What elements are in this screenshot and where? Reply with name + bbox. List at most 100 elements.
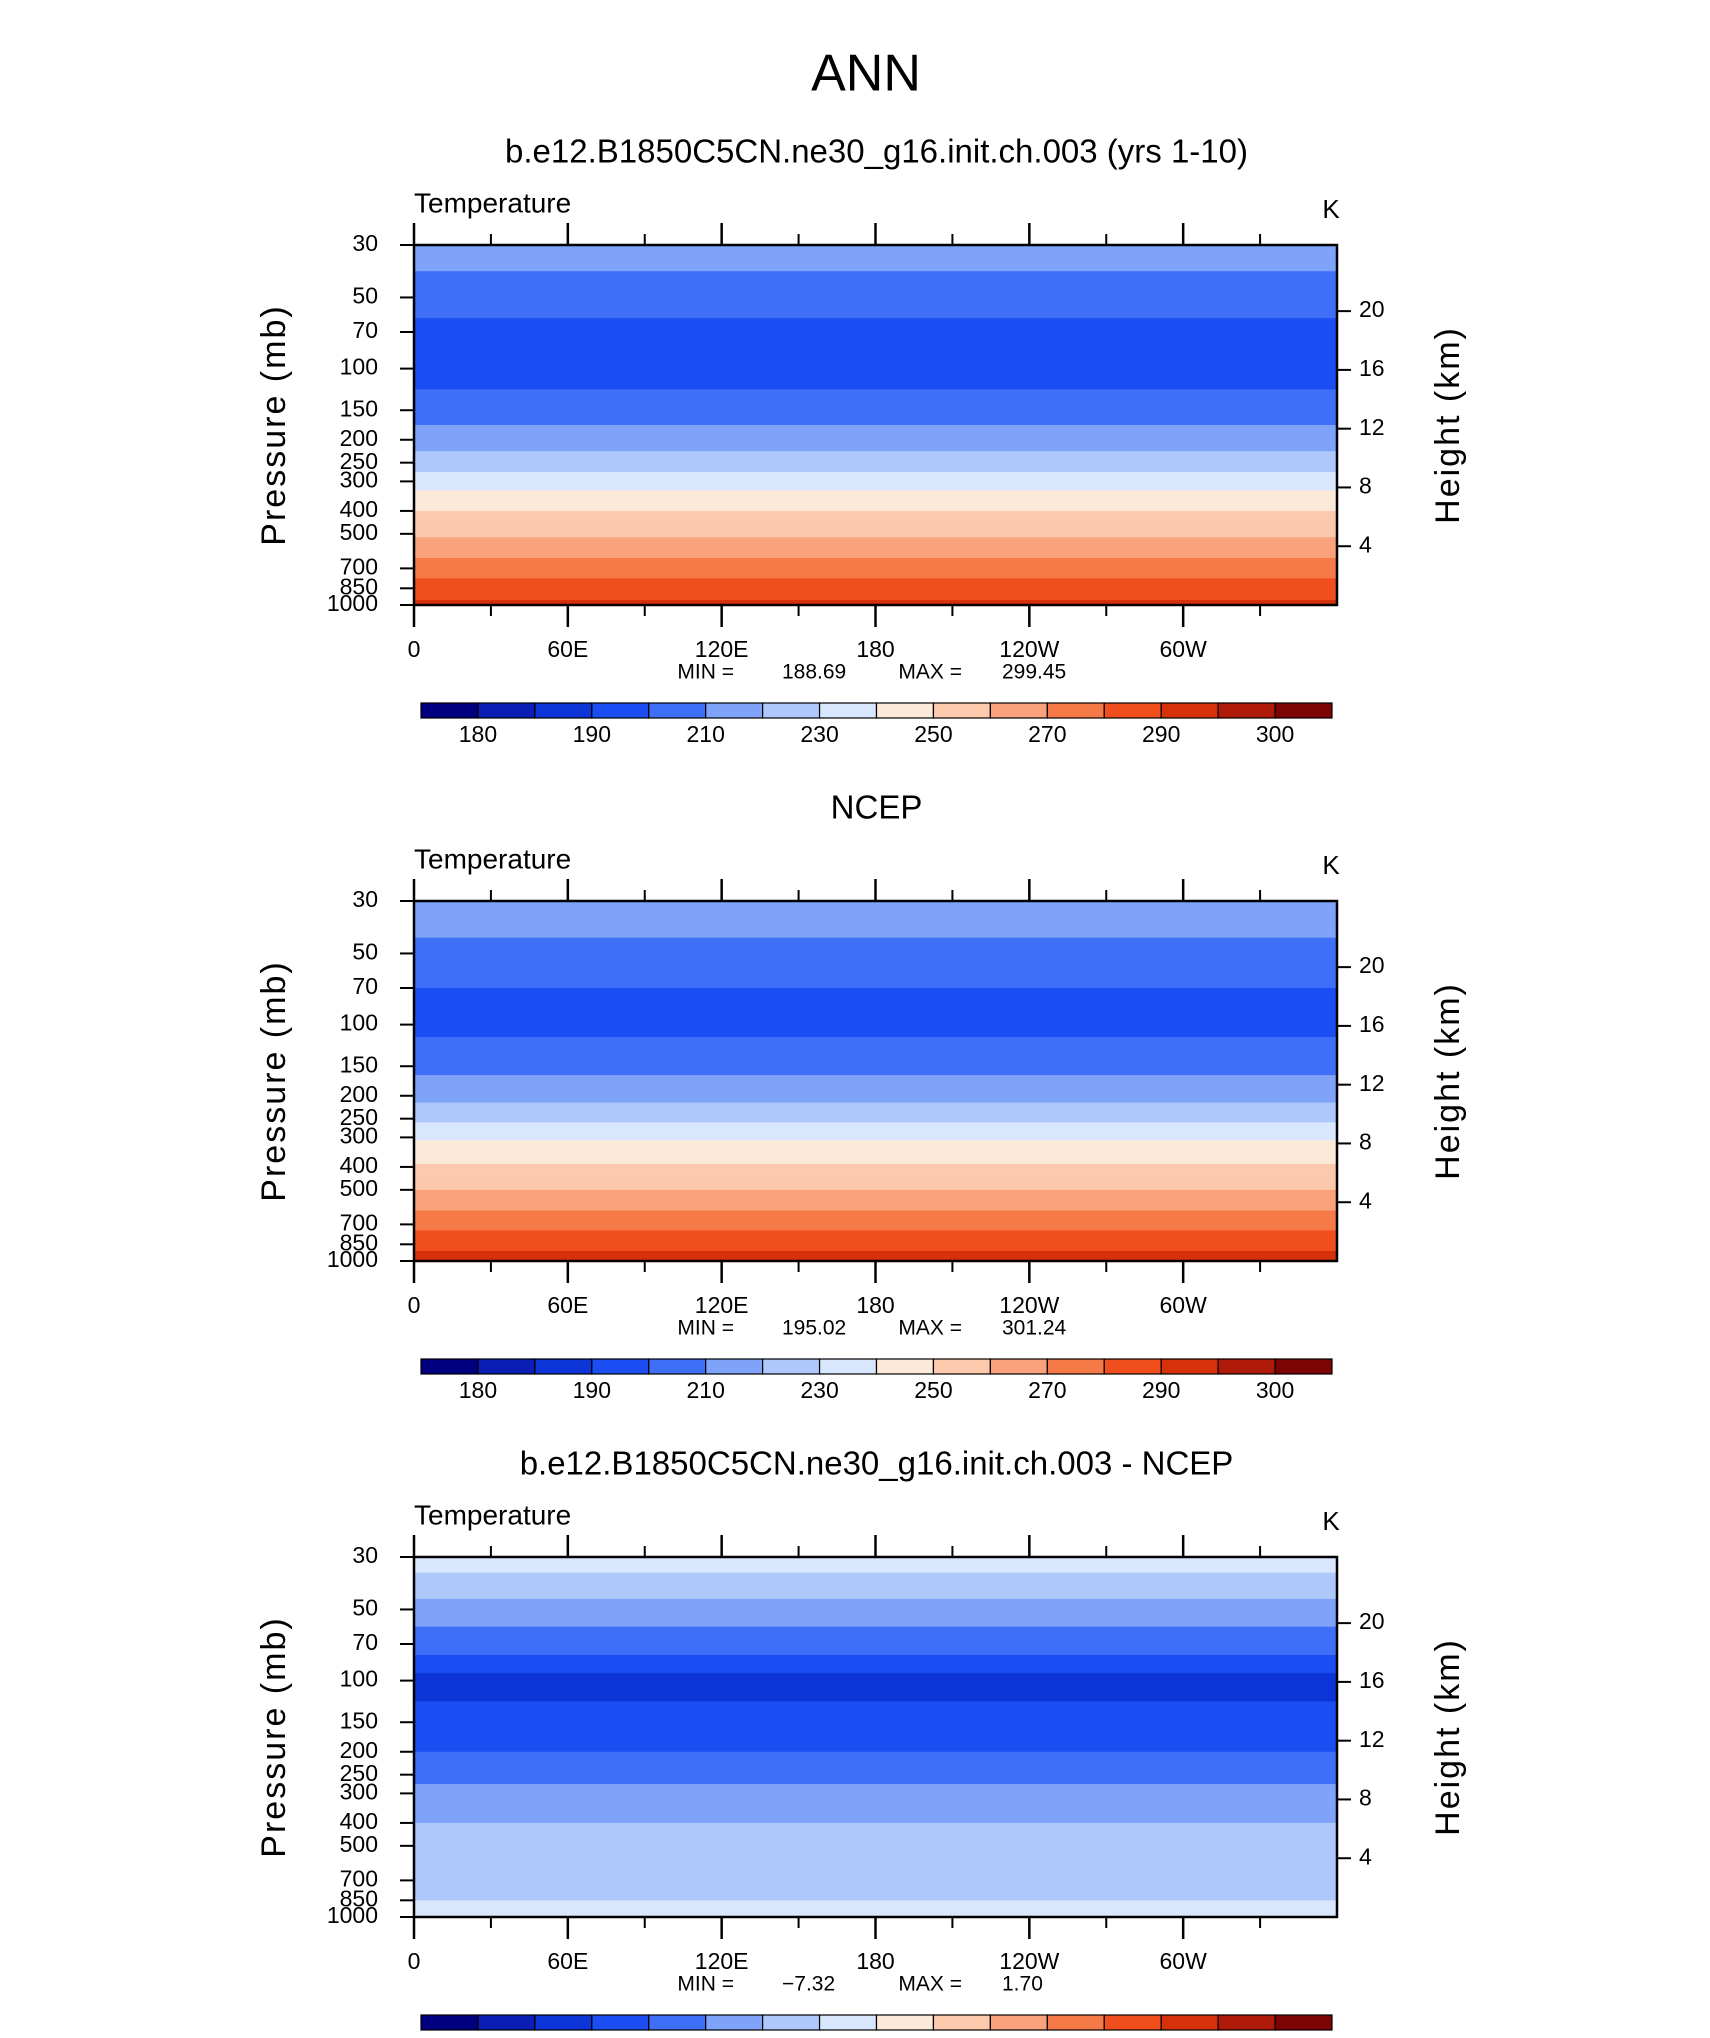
colorbar-label: 7 bbox=[1212, 2033, 1225, 2038]
contour-band bbox=[414, 1234, 1337, 1237]
y2-tick-label: 4 bbox=[1359, 1187, 1372, 1213]
contour-band bbox=[414, 1002, 1337, 1007]
contour-band bbox=[414, 1778, 1337, 1781]
colorbar-box bbox=[875, 1358, 935, 1375]
contour-band bbox=[414, 448, 1337, 452]
contour-band bbox=[414, 995, 1337, 1000]
contour-band bbox=[414, 1114, 1337, 1117]
contour-band bbox=[414, 1805, 1337, 1809]
colorbar-box bbox=[705, 702, 764, 719]
contour-band bbox=[414, 1697, 1337, 1703]
contour-band bbox=[414, 1651, 1337, 1656]
y-tick-label: 700 bbox=[340, 1865, 378, 1891]
min-value: 188.69 bbox=[782, 661, 846, 684]
y-tick-label: 700 bbox=[340, 553, 378, 579]
contour-band bbox=[414, 599, 1337, 603]
colorbar-label: 250 bbox=[914, 721, 952, 747]
contour-band bbox=[414, 1171, 1337, 1175]
contour-band bbox=[414, 422, 1337, 426]
contour-band bbox=[414, 430, 1337, 435]
colorbar-box bbox=[1217, 702, 1276, 719]
contour-band bbox=[414, 1187, 1337, 1191]
contour-band bbox=[414, 1841, 1337, 1845]
y2-tick-label: 12 bbox=[1359, 414, 1385, 440]
contour-band bbox=[414, 1822, 1337, 1826]
colorbar-box bbox=[762, 2014, 821, 2031]
contour-band bbox=[414, 540, 1337, 545]
contour-band bbox=[414, 250, 1337, 257]
colorbar-label: −7 bbox=[522, 2033, 548, 2038]
contour-band bbox=[414, 1200, 1337, 1205]
contour-band bbox=[414, 455, 1337, 459]
y-tick-label: 50 bbox=[352, 1595, 378, 1621]
contour-band bbox=[414, 551, 1337, 556]
contour-band bbox=[414, 1240, 1337, 1243]
contour-band bbox=[414, 1006, 1337, 1011]
y-tick-label: 70 bbox=[352, 317, 378, 343]
contour-band bbox=[414, 1252, 1337, 1255]
contour-band bbox=[414, 1619, 1337, 1624]
contour-band bbox=[414, 1701, 1337, 1707]
contour-band bbox=[414, 1751, 1337, 1755]
contour-band bbox=[414, 381, 1337, 386]
contour-band bbox=[414, 1734, 1337, 1738]
max-value: 1.70 bbox=[1002, 1973, 1043, 1996]
contour-band bbox=[414, 1577, 1337, 1584]
colorbar-label: −5 bbox=[579, 2033, 605, 2038]
contour-band bbox=[414, 1009, 1337, 1015]
colorbar-box bbox=[648, 1358, 707, 1375]
y-tick-label: 300 bbox=[340, 1778, 378, 1804]
y2-tick-label: 8 bbox=[1359, 1129, 1372, 1155]
contour-band bbox=[414, 1163, 1337, 1168]
contour-band bbox=[414, 589, 1337, 593]
min-value: 195.02 bbox=[782, 1317, 846, 1340]
panel-title: NCEP bbox=[831, 789, 923, 826]
contour-band bbox=[414, 416, 1337, 420]
contour-band bbox=[414, 436, 1337, 441]
contour-band bbox=[414, 1772, 1337, 1776]
y-tick-label: 100 bbox=[340, 1010, 378, 1036]
contour-band bbox=[414, 1688, 1337, 1694]
contour-band bbox=[414, 442, 1337, 445]
contour-band bbox=[414, 1228, 1337, 1231]
y2-tick-label: 16 bbox=[1359, 1667, 1385, 1693]
contour-band bbox=[414, 960, 1337, 965]
min-label: MIN = bbox=[677, 1317, 734, 1340]
contour-band bbox=[414, 921, 1337, 928]
max-value: 299.45 bbox=[1002, 661, 1066, 684]
contour-band bbox=[414, 1224, 1337, 1227]
contour-band bbox=[414, 510, 1337, 514]
contour-band bbox=[414, 368, 1337, 374]
y-tick-label: 150 bbox=[340, 1707, 378, 1733]
colorbar-box bbox=[1160, 702, 1219, 719]
contour-band bbox=[414, 1137, 1337, 1141]
contour-band bbox=[414, 1849, 1337, 1854]
contour-band bbox=[414, 318, 1337, 323]
contour-band bbox=[414, 937, 1337, 944]
contour-band bbox=[414, 1787, 1337, 1791]
contour-band bbox=[414, 1118, 1337, 1122]
contour-band bbox=[414, 1713, 1337, 1719]
contour-band bbox=[414, 537, 1337, 542]
x-tick-label: 180 bbox=[856, 1292, 894, 1318]
contour-band bbox=[414, 594, 1337, 598]
contour-band bbox=[414, 389, 1337, 395]
contour-band bbox=[414, 916, 1337, 923]
colorbar-box bbox=[875, 702, 935, 719]
x-tick-label: 60E bbox=[547, 1292, 588, 1318]
colorbar-box bbox=[420, 702, 479, 719]
contour-band bbox=[414, 1765, 1337, 1769]
contour-band bbox=[414, 574, 1337, 577]
figure-title: ANN bbox=[811, 45, 921, 103]
colorbar-label: 3 bbox=[1041, 2033, 1054, 2038]
colorbar-label: 5 bbox=[1155, 2033, 1168, 2038]
contour-band bbox=[414, 1111, 1337, 1115]
contour-band bbox=[414, 1845, 1337, 1850]
x-tick-label: 120E bbox=[695, 1948, 749, 1974]
contour-band bbox=[414, 984, 1337, 989]
colorbar-box bbox=[1274, 1358, 1333, 1375]
y2-tick-label: 8 bbox=[1359, 473, 1372, 499]
contour-band bbox=[414, 1836, 1337, 1840]
contour-band bbox=[414, 1066, 1337, 1070]
contour-band bbox=[414, 1693, 1337, 1698]
